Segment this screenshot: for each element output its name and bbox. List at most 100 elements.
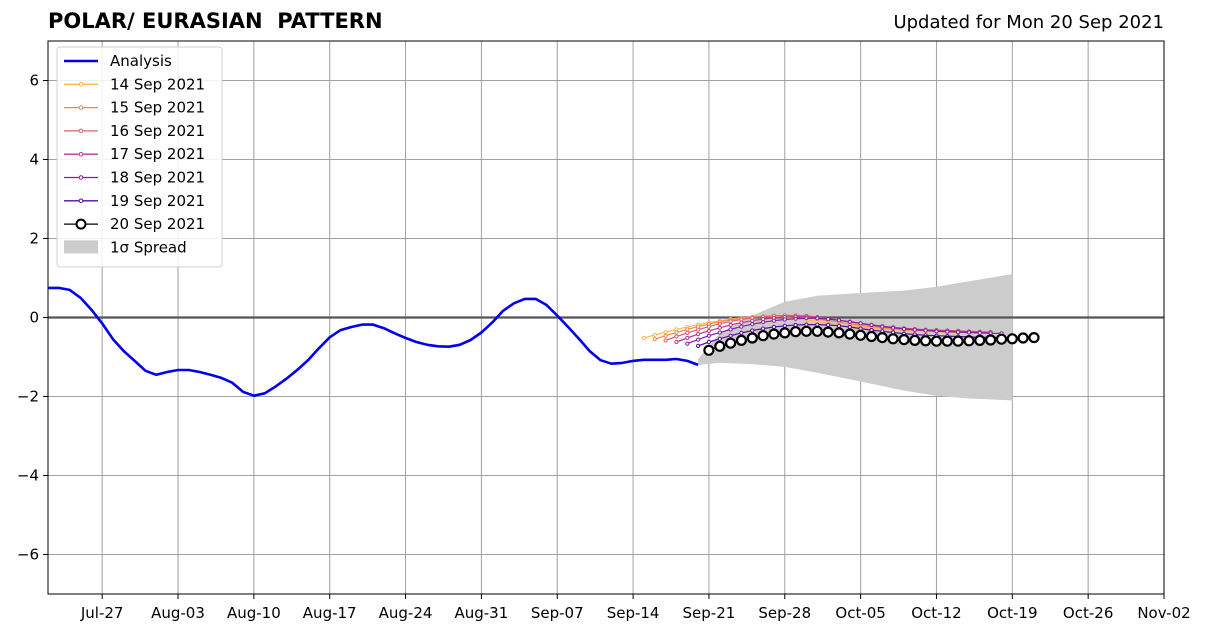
legend-label: 17 Sep 2021 [110,145,205,163]
x-tick-label: Jul-27 [80,604,124,622]
y-tick-label: 6 [29,72,39,90]
forecast-point [811,325,823,337]
forecast-point [869,322,874,328]
x-tick-label: Aug-31 [454,604,508,622]
forecast-point [703,344,715,356]
forecast-point [739,330,744,335]
analysis-line [48,286,699,398]
forecast-point [1028,332,1040,344]
forecast-point [750,322,755,327]
forecast-point [674,330,679,335]
forecast-point [739,324,744,329]
forecast-point [717,330,722,335]
legend-swatch-marker [75,218,87,230]
legend-swatch-marker [78,198,84,204]
forecast-point [728,319,733,324]
forecast-point [696,343,701,348]
forecast-point [977,330,982,335]
forecast-point [663,333,668,338]
forecast-point [750,318,755,323]
forecast-point [934,329,939,334]
forecast-point [717,325,722,330]
forecast-point [696,327,701,332]
forecast-point [728,333,733,338]
forecast-point [847,324,852,330]
chart-title: POLAR/ EURASIAN PATTERN [48,9,383,33]
forecast-point [836,318,842,323]
x-tick-label: Aug-03 [151,604,205,622]
legend-label: 19 Sep 2021 [110,192,205,210]
x-tick-label: Sep-21 [683,604,736,622]
forecast-point [717,321,722,326]
x-tick-label: Nov-02 [1137,604,1190,622]
y-tick-label: 4 [29,151,39,169]
forecast-point [804,316,809,321]
forecast-point [793,316,798,321]
forecast-point [836,323,842,328]
forecast-point [822,326,834,338]
x-tick-label: Aug-10 [227,604,281,622]
legend-box [56,46,223,268]
y-tick-label: −2 [17,388,39,406]
legend-label: 18 Sep 2021 [110,169,205,187]
forecast-point [779,327,791,339]
x-tick-label: Oct-19 [987,604,1037,622]
legend-label: 1σ Spread [110,238,187,256]
forecast-point [1006,333,1018,345]
forecast-point [898,334,910,346]
forecast-point [685,335,690,341]
x-tick-label: Aug-17 [303,604,357,622]
forecast-point [930,335,943,347]
forecast-point [966,330,972,335]
x-tick-label: Sep-14 [607,604,660,622]
forecast-point [706,328,712,333]
forecast-point [728,322,733,328]
forecast-point [789,326,802,338]
forecast-point [984,334,997,346]
x-tick-label: Oct-12 [911,604,961,622]
forecast-point [663,338,668,343]
forecast-point [706,333,712,338]
y-tick-label: 0 [29,309,39,327]
forecast-point [735,334,748,346]
forecast-point [1017,332,1029,344]
x-tick-label: Oct-26 [1063,604,1113,622]
forecast-point [963,335,975,347]
forecast-point [800,325,813,337]
forecast-point [685,330,690,335]
forecast-point [912,327,917,332]
forecast-point [771,324,777,330]
forecast-point [833,327,845,339]
forecast-point [854,329,867,341]
forecast-point [865,330,878,343]
forecast-point [652,337,657,342]
forecast-point [757,330,769,342]
forecast-point [847,319,852,324]
legend-label: 16 Sep 2021 [110,122,205,140]
forecast-point [641,335,647,341]
forecast-point [945,329,950,334]
forecast-point [909,334,921,346]
forecast-point [771,318,777,323]
forecast-point [923,328,928,333]
x-tick-label: Sep-28 [758,604,811,622]
forecast-point [746,332,758,344]
forecast-point [761,320,766,325]
forecast-point [652,332,657,337]
legend-swatch-marker [78,151,84,157]
forecast-point [941,335,953,347]
forecast-point [696,332,701,337]
y-tick-label: 2 [29,230,39,248]
forecast-point [724,337,737,349]
forecast-point [739,320,744,325]
forecast-point [826,317,831,322]
forecast-point [844,328,856,340]
spread-band [698,274,1013,401]
legend-swatch-marker [78,128,84,134]
forecast-point [728,327,733,332]
updated-date: Updated for Mon 20 Sep 2021 [893,12,1164,33]
forecast-point [815,316,820,321]
forecast-point [706,324,712,329]
legend-label: 14 Sep 2021 [110,75,205,93]
forecast-point [919,335,932,347]
